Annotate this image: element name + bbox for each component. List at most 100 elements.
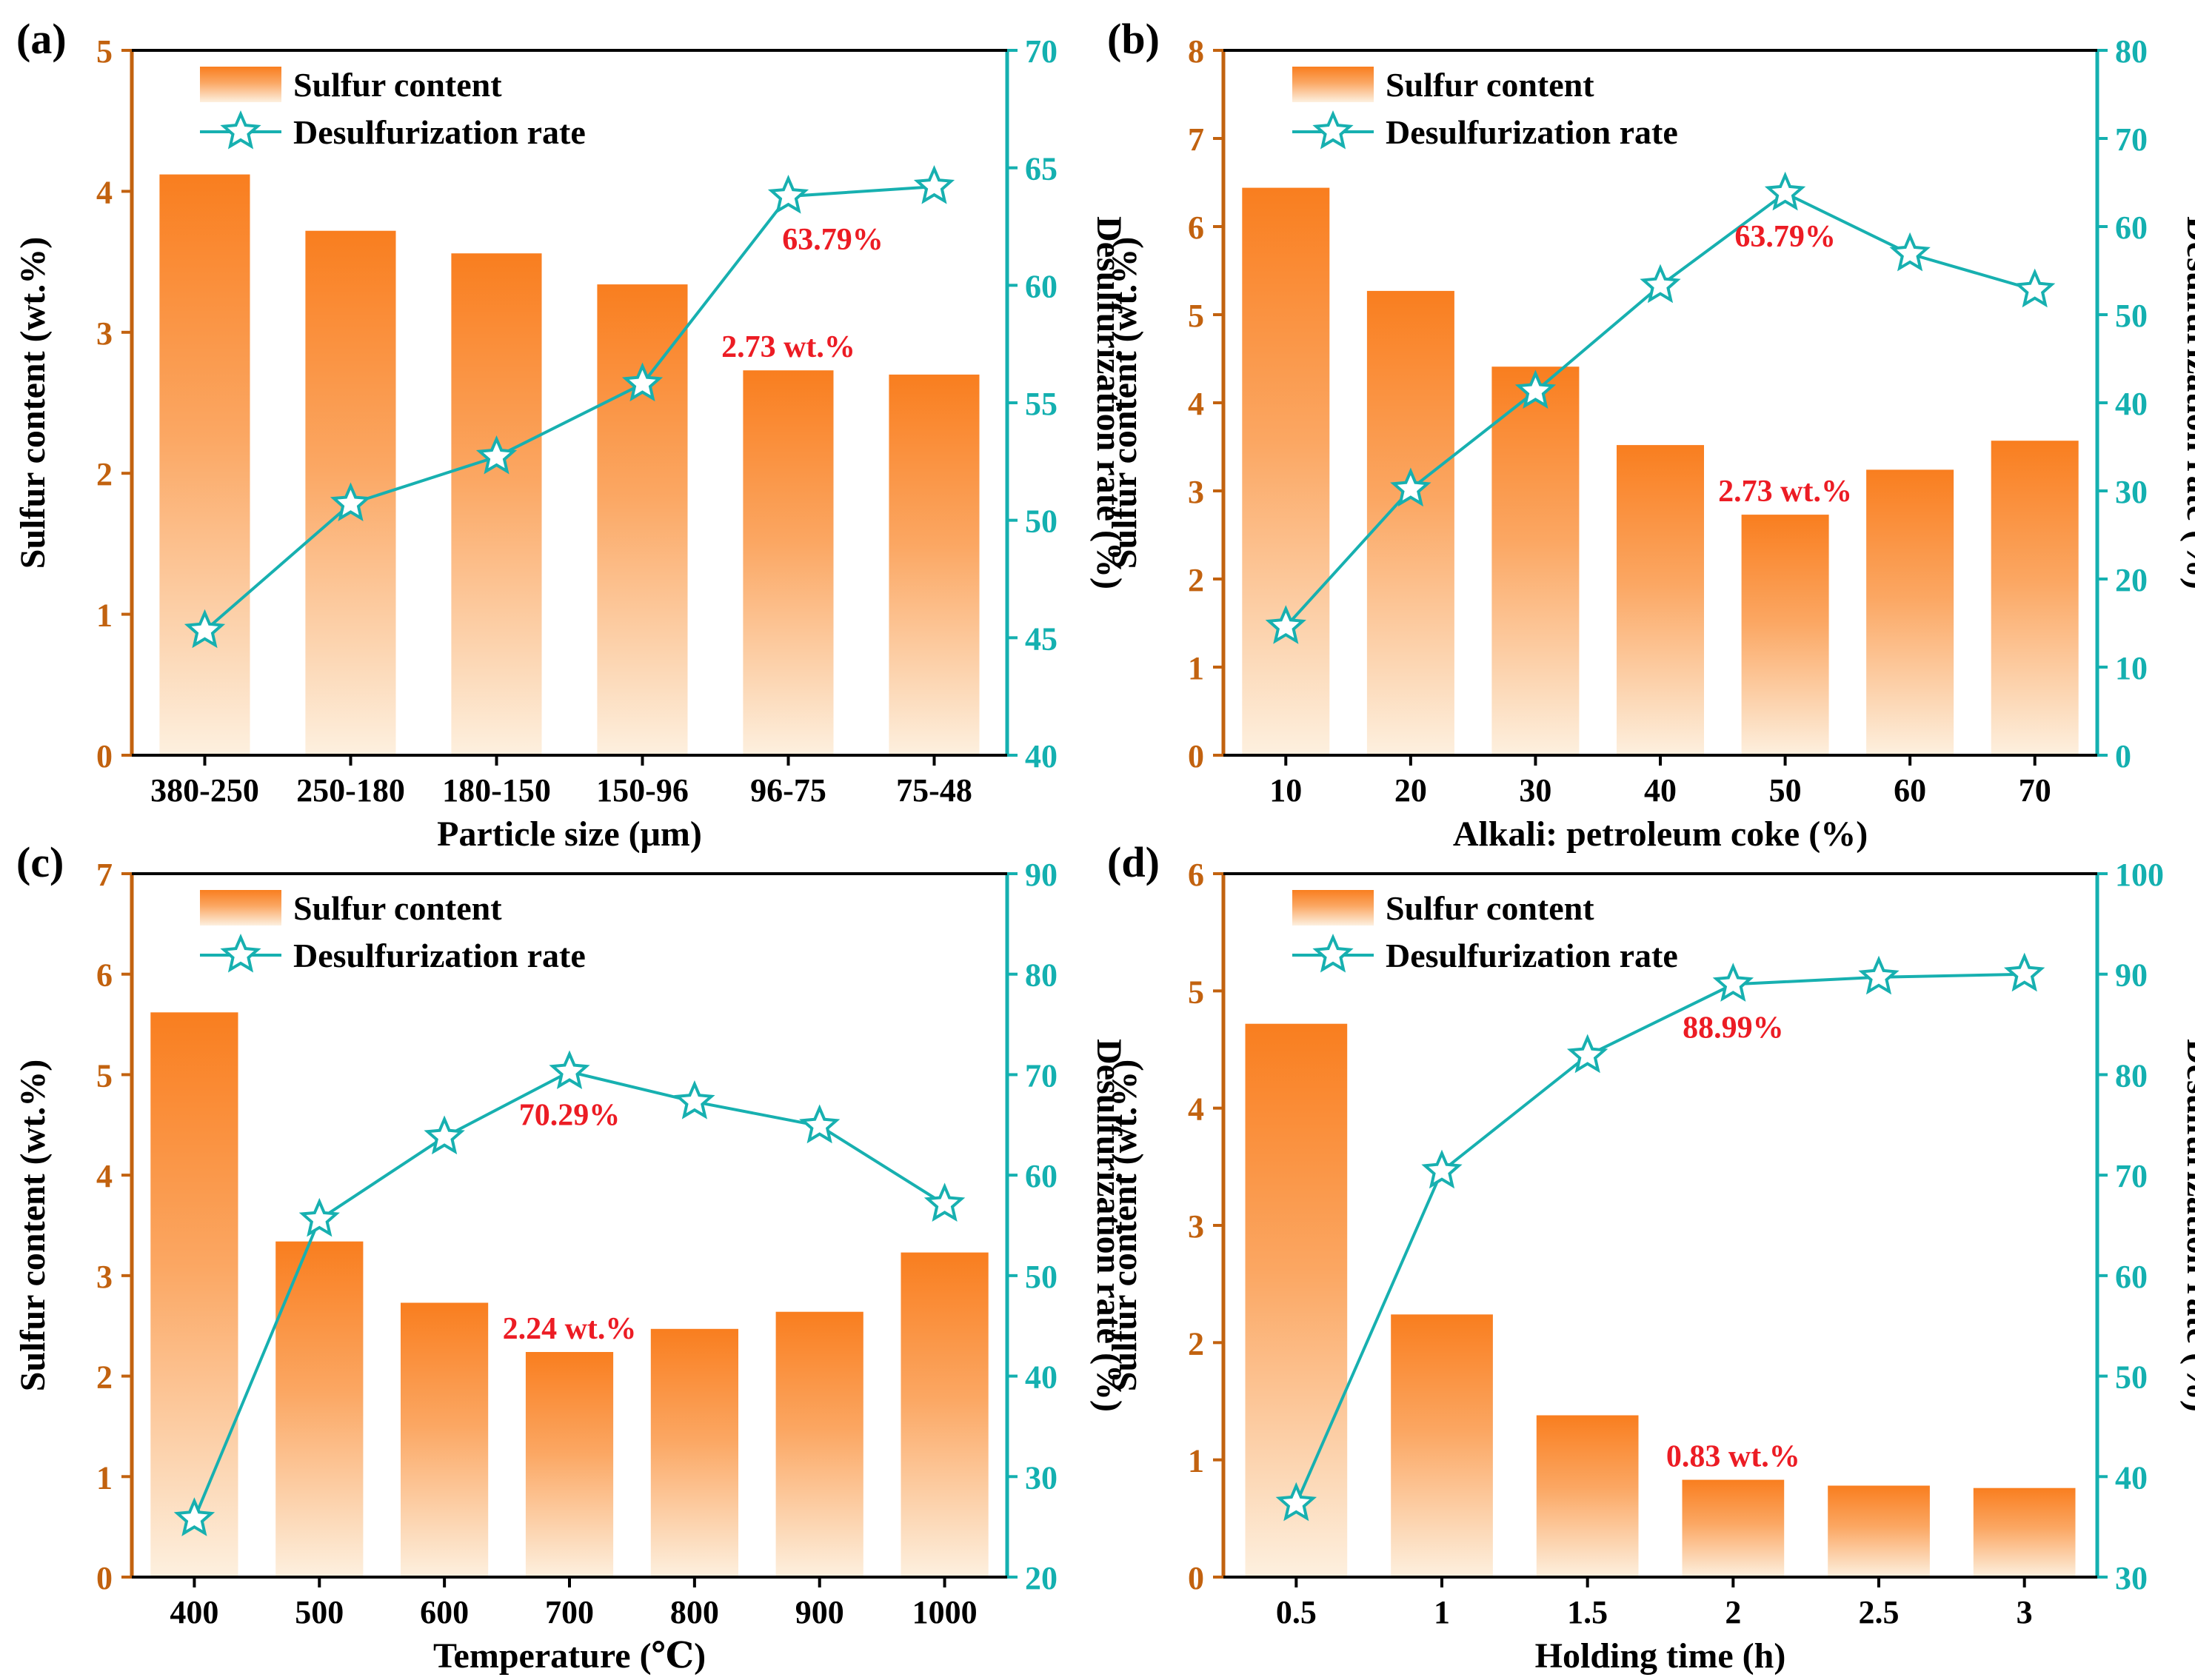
left-tick-label: 2	[96, 1359, 113, 1396]
left-tick-label: 5	[96, 1057, 113, 1094]
legend-star-icon	[220, 933, 261, 973]
desulfurization-point	[549, 1050, 590, 1089]
right-tick-label: 60	[2115, 210, 2148, 246]
panel-label: (b)	[1107, 15, 1160, 63]
left-tick-label: 2	[96, 456, 113, 492]
desulfurization-point	[1858, 955, 1900, 995]
annotation-label: 0.83 wt.%	[1666, 1440, 1800, 1474]
x-axis-title: Holding time (h)	[1535, 1636, 1786, 1676]
right-axis-title: Desulfurization rate (%)	[2179, 216, 2195, 589]
right-tick-label: 60	[1025, 268, 1058, 304]
desulfurization-point	[298, 1197, 340, 1237]
sulfur-bar	[1536, 1415, 1639, 1577]
sulfur-bar	[901, 1252, 989, 1577]
x-tick-label: 3	[2017, 1594, 2033, 1630]
panel-label: (a)	[16, 15, 67, 63]
left-tick-label: 7	[1188, 121, 1204, 158]
x-tick-label: 700	[545, 1594, 594, 1630]
annotation-label: 70.29%	[519, 1098, 621, 1132]
x-axis-title: Alkali: petroleum coke (%)	[1453, 814, 1868, 854]
x-tick-label: 60	[1894, 772, 1926, 809]
legend-line-label: Desulfurization rate	[1386, 937, 1678, 974]
sulfur-bar	[159, 174, 250, 756]
x-tick-label: 96-75	[750, 772, 826, 809]
left-tick-label: 3	[1188, 474, 1204, 510]
left-axis-title: Sulfur content (wt.%)	[1105, 237, 1144, 569]
desulfurization-point	[674, 1080, 715, 1120]
x-tick-label: 40	[1644, 772, 1677, 809]
x-tick-label: 180-150	[442, 772, 551, 809]
right-tick-label: 50	[1025, 1259, 1058, 1295]
legend-star-icon	[220, 110, 261, 150]
right-axis-title: Desulfurization rate (%)	[1089, 1039, 1129, 1412]
x-tick-label: 800	[670, 1594, 719, 1630]
right-tick-label: 90	[2115, 957, 2148, 994]
desulfurization-point	[1265, 605, 1306, 644]
left-tick-label: 6	[96, 957, 113, 994]
right-tick-label: 80	[1025, 957, 1058, 994]
legend-bar-swatch	[200, 890, 281, 926]
x-tick-label: 10	[1269, 772, 1302, 809]
x-tick-label: 0.5	[1276, 1594, 1317, 1630]
left-tick-label: 1	[1188, 1443, 1204, 1479]
sulfur-bar	[1741, 515, 1829, 755]
legend-line-label: Desulfurization rate	[293, 937, 586, 974]
legend-bar-label: Sulfur content	[293, 66, 502, 104]
right-tick-label: 80	[2115, 33, 2148, 70]
sulfur-bar	[650, 1328, 738, 1577]
left-tick-label: 1	[96, 598, 113, 634]
left-tick-label: 7	[96, 857, 113, 893]
left-tick-label: 4	[96, 174, 113, 210]
right-tick-label: 50	[1025, 503, 1058, 540]
right-tick-label: 90	[1025, 857, 1058, 893]
desulfurization-point	[1275, 1482, 1317, 1522]
left-axis-title: Sulfur content (wt.%)	[1105, 1060, 1144, 1391]
left-axis-title: Sulfur content (wt.%)	[13, 1060, 53, 1391]
x-tick-label: 150-96	[596, 772, 689, 809]
right-tick-label: 40	[2115, 1459, 2148, 1496]
right-tick-label: 50	[2115, 1359, 2148, 1396]
legend-star-icon	[1312, 933, 1354, 973]
sulfur-bar	[889, 374, 980, 755]
left-tick-label: 0	[96, 738, 113, 774]
legend-bar-swatch	[200, 67, 281, 102]
left-tick-label: 8	[1188, 33, 1204, 70]
left-tick-label: 2	[1188, 562, 1204, 598]
sulfur-bar	[1617, 445, 1704, 755]
left-tick-label: 4	[96, 1158, 113, 1194]
x-axis-title: Temperature (℃)	[433, 1636, 706, 1676]
sulfur-bar	[401, 1302, 489, 1577]
x-tick-label: 70	[2019, 772, 2051, 809]
desulfurization-point	[923, 1182, 966, 1222]
desulfurization-point	[1640, 264, 1681, 304]
right-tick-label: 20	[2115, 562, 2148, 598]
sulfur-bar	[1991, 441, 2079, 755]
desulfurization-point	[330, 482, 372, 521]
x-tick-label: 380-250	[150, 772, 259, 809]
left-tick-label: 6	[1188, 210, 1204, 246]
sulfur-bar	[150, 1012, 238, 1577]
x-axis-title: Particle size (μm)	[437, 814, 702, 854]
sulfur-bar	[775, 1311, 863, 1577]
desulfurization-point	[2014, 268, 2056, 308]
right-tick-label: 40	[2115, 386, 2148, 422]
left-tick-label: 2	[1188, 1325, 1204, 1362]
desulfurization-point	[1889, 232, 1931, 272]
legend-bar-label: Sulfur content	[1386, 66, 1594, 104]
left-tick-label: 1	[96, 1459, 113, 1496]
right-tick-label: 45	[1025, 620, 1058, 657]
desulfurization-line	[204, 185, 935, 632]
desulfurization-point	[621, 362, 664, 402]
right-tick-label: 70	[1025, 1057, 1058, 1094]
legend-bar-label: Sulfur content	[1386, 889, 1594, 927]
sulfur-bar	[525, 1352, 614, 1577]
left-tick-label: 0	[1188, 738, 1204, 774]
legend-star-icon	[1312, 110, 1354, 150]
sulfur-bar	[451, 253, 542, 755]
x-tick-label: 1.5	[1567, 1594, 1608, 1630]
right-tick-label: 30	[1025, 1459, 1058, 1496]
right-tick-label: 20	[1025, 1560, 1058, 1596]
annotation-label: 88.99%	[1683, 1011, 1784, 1045]
sulfur-bar	[1866, 469, 1954, 755]
